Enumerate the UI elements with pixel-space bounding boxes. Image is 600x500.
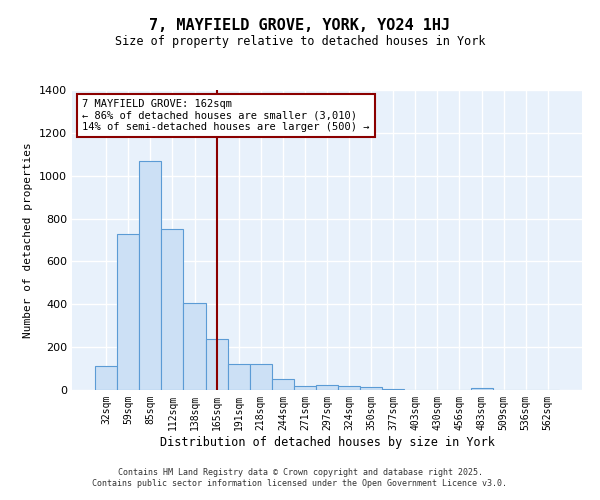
- Bar: [360, 387, 382, 390]
- Bar: [338, 386, 360, 390]
- Bar: [206, 338, 227, 390]
- Bar: [184, 303, 206, 390]
- Y-axis label: Number of detached properties: Number of detached properties: [23, 142, 34, 338]
- Bar: [117, 234, 139, 390]
- Bar: [294, 386, 316, 390]
- Bar: [382, 389, 404, 390]
- Text: 7, MAYFIELD GROVE, YORK, YO24 1HJ: 7, MAYFIELD GROVE, YORK, YO24 1HJ: [149, 18, 451, 32]
- Text: 7 MAYFIELD GROVE: 162sqm
← 86% of detached houses are smaller (3,010)
14% of sem: 7 MAYFIELD GROVE: 162sqm ← 86% of detach…: [82, 99, 370, 132]
- Bar: [272, 380, 294, 390]
- Bar: [139, 160, 161, 390]
- Text: Size of property relative to detached houses in York: Size of property relative to detached ho…: [115, 35, 485, 48]
- Bar: [95, 366, 117, 390]
- Bar: [161, 230, 184, 390]
- Bar: [250, 364, 272, 390]
- Text: Contains HM Land Registry data © Crown copyright and database right 2025.
Contai: Contains HM Land Registry data © Crown c…: [92, 468, 508, 487]
- Bar: [316, 384, 338, 390]
- X-axis label: Distribution of detached houses by size in York: Distribution of detached houses by size …: [160, 436, 494, 448]
- Bar: [227, 364, 250, 390]
- Bar: [470, 388, 493, 390]
